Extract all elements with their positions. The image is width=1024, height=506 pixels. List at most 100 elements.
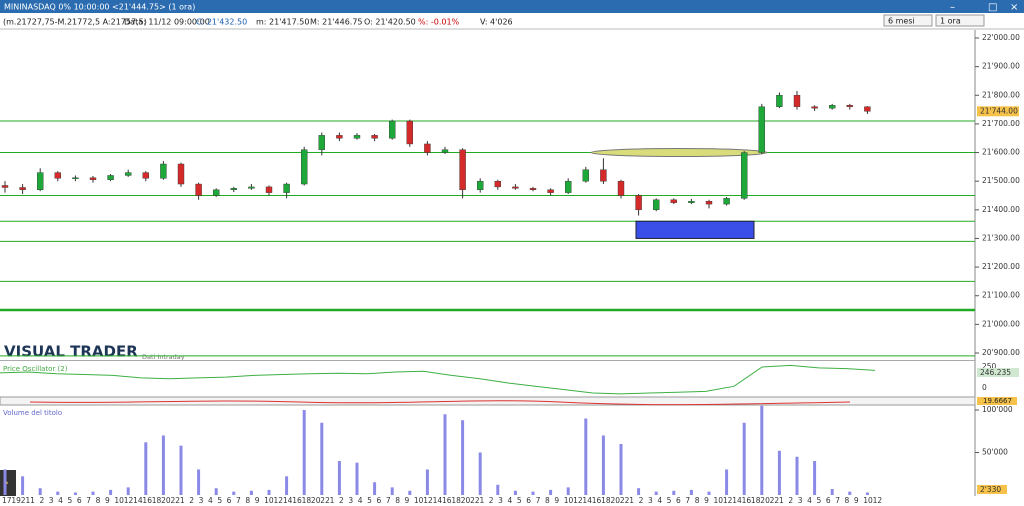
x-label: 9 — [255, 496, 260, 505]
x-label: 20 — [161, 496, 171, 505]
maximize[interactable]: □ — [988, 2, 997, 13]
x-label: 9 — [105, 496, 110, 505]
period[interactable]: 6 mesi — [888, 17, 915, 26]
x-label: 18 — [152, 496, 162, 505]
x-label: 8 — [695, 496, 700, 505]
x-label: 16 — [592, 496, 602, 505]
x-label: 7 — [386, 496, 391, 505]
price-tick-label: 22'000.00 — [982, 33, 1020, 42]
candle-body — [212, 189, 220, 196]
volume-bar — [549, 489, 553, 495]
x-label: 10 — [264, 496, 274, 505]
volume-bar — [73, 492, 77, 495]
x-label: 10 — [114, 496, 124, 505]
minimize[interactable]: – — [950, 2, 955, 13]
x-label: 2 — [189, 496, 194, 505]
price-tick-label: 21'500.00 — [982, 176, 1020, 185]
x-label: 17 — [2, 496, 12, 505]
volume-bar — [461, 420, 465, 495]
volume-bar — [214, 488, 218, 495]
x-label: 6 — [77, 496, 82, 505]
x-label: 22 — [770, 496, 780, 505]
price-tick-label: 21'900.00 — [982, 62, 1020, 71]
volume-bar — [91, 491, 95, 495]
panel-divider — [0, 360, 975, 361]
candle-body — [406, 120, 413, 145]
x-label: 4 — [58, 496, 63, 505]
osc-value-box — [977, 368, 1019, 377]
x-label: 1 — [479, 496, 484, 505]
candle-body — [1, 185, 9, 188]
watermark: VISUAL TRADER — [4, 343, 138, 361]
price-tick-label: 21'700.00 — [982, 119, 1020, 128]
x-label: 16 — [742, 496, 752, 505]
price-tick-label: 21'800.00 — [982, 90, 1020, 99]
x-label: 2 — [339, 496, 344, 505]
x-label: 4 — [807, 496, 812, 505]
x-label: 3 — [49, 496, 54, 505]
volume-bar — [197, 469, 201, 495]
volume-bar — [249, 490, 253, 495]
x-label: 5 — [217, 496, 222, 505]
info-open: O: 21'420.50 — [364, 18, 416, 27]
candle-body — [653, 199, 660, 211]
x-label: 12 — [573, 496, 583, 505]
volume-bar — [161, 435, 165, 495]
candle-body — [723, 198, 730, 205]
x-label: 12 — [723, 496, 733, 505]
volume-tick-label: 50'000 — [982, 448, 1008, 457]
x-label: 8 — [245, 496, 250, 505]
volume-bar — [38, 488, 42, 495]
candle-body — [336, 135, 343, 139]
x-label: 3 — [498, 496, 503, 505]
osc2-value-box — [977, 397, 1017, 405]
close[interactable]: × — [1010, 2, 1018, 13]
volume-name: Volume del titolo — [3, 409, 62, 417]
x-label: 6 — [227, 496, 232, 505]
x-label: 16 — [442, 496, 452, 505]
volume-bar — [496, 484, 500, 495]
volume-bar — [21, 476, 25, 495]
x-label: 7 — [86, 496, 91, 505]
candle-body — [758, 106, 765, 153]
candle-body — [424, 143, 431, 153]
price-tick-label: 20'900.00 — [982, 348, 1020, 357]
info-close: C: 21'432.50 — [196, 18, 247, 27]
x-label: 2 — [489, 496, 494, 505]
x-label: 7 — [536, 496, 541, 505]
candle-body — [600, 169, 607, 182]
x-label: 8 — [845, 496, 850, 505]
volume-bar — [373, 482, 377, 495]
volume-bar — [302, 410, 306, 495]
period-select[interactable] — [883, 14, 933, 27]
info-date: Data: 11/12 09:00:00 — [124, 18, 210, 27]
volume-bar — [584, 418, 588, 495]
x-label: 3 — [348, 496, 353, 505]
volume-bar — [531, 491, 535, 495]
x-label: 18 — [601, 496, 611, 505]
x-label: 1 — [629, 496, 634, 505]
x-label: 9 — [405, 496, 410, 505]
volume-bar — [760, 405, 764, 495]
volume-bar — [637, 488, 641, 495]
candle-body — [177, 163, 185, 185]
title-bar — [0, 0, 1024, 13]
timeframe-select[interactable] — [935, 14, 985, 27]
x-label: 22 — [171, 496, 181, 505]
candle-body — [811, 106, 818, 109]
volume-bar — [513, 490, 517, 495]
info-change: %: -0.01% — [418, 18, 460, 27]
timeframe[interactable]: 1 ora — [940, 17, 961, 26]
x-label: 7 — [835, 496, 840, 505]
x-label: 10 — [414, 496, 424, 505]
oscillator-line — [0, 364, 876, 395]
volume-bar — [566, 487, 570, 495]
x-label: 20 — [461, 496, 471, 505]
candle-body — [371, 135, 378, 139]
candle-body — [124, 172, 132, 176]
volume-bar — [408, 490, 412, 495]
candle-body — [459, 149, 466, 190]
info-max: M: 21'446.75 — [310, 18, 363, 27]
volume-bar — [848, 491, 852, 495]
x-label: 22 — [620, 496, 630, 505]
